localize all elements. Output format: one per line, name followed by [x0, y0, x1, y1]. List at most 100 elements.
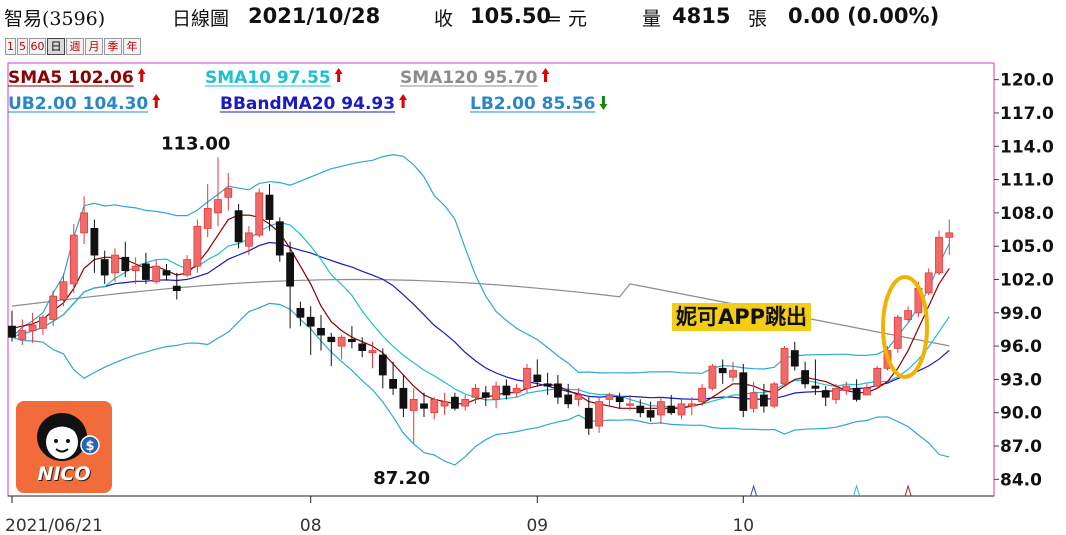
candle-body	[152, 265, 161, 283]
arrow-up-icon	[541, 68, 550, 82]
candle-body	[502, 385, 511, 396]
candle-body	[39, 316, 47, 329]
candle-body	[708, 365, 717, 389]
candle-body	[430, 399, 439, 414]
y-tick-label: 111.0	[1000, 171, 1054, 191]
candle-body	[193, 225, 202, 267]
candle-body	[471, 387, 480, 398]
candle-body	[790, 350, 799, 367]
period-1-button[interactable]: 1	[5, 38, 16, 55]
candle-body	[842, 385, 851, 391]
signal-marker	[853, 484, 861, 497]
period-month-button[interactable]: 月	[85, 38, 103, 55]
y-tick-label: 114.0	[1000, 137, 1054, 157]
quote-date: 2021/10/28	[248, 4, 381, 28]
candle-body	[59, 281, 68, 300]
candle-body	[718, 367, 727, 374]
candle-body	[306, 316, 315, 327]
candle-body	[564, 394, 573, 405]
candle-body	[358, 343, 367, 351]
candle-body	[801, 370, 809, 385]
period-60-button[interactable]: 60	[29, 38, 46, 55]
band-middle-line	[11, 241, 950, 401]
candle-body	[904, 310, 912, 320]
candle-body	[780, 347, 789, 385]
y-tick-label: 108.0	[1000, 204, 1054, 224]
candle-body	[935, 236, 943, 274]
candle-body	[131, 265, 140, 272]
svg-text:$: $	[85, 439, 94, 454]
candle-body	[821, 390, 830, 398]
lower-band-line	[11, 302, 950, 466]
candle-body	[626, 403, 634, 406]
candle-body	[69, 234, 78, 285]
highlight-circle	[881, 275, 929, 379]
y-tick-label: 96.0	[1000, 337, 1042, 357]
candle-body	[337, 336, 346, 347]
candle-body	[811, 385, 820, 389]
candle-body	[646, 410, 655, 418]
candle-body	[90, 228, 99, 256]
candle-body	[18, 330, 27, 340]
logo-wordmark: NICO	[37, 463, 91, 485]
candle-body	[533, 374, 542, 383]
legend-sma5: SMA5 102.06	[8, 68, 134, 88]
x-tick-label: 08	[300, 516, 322, 535]
y-tick-label: 99.0	[1000, 304, 1042, 324]
volume-unit: 張	[748, 8, 768, 30]
candle-body	[863, 387, 871, 396]
legend-lb2.00: LB2.00 85.56	[470, 94, 595, 114]
candle-body	[111, 254, 119, 274]
candle-body	[873, 367, 882, 387]
candle-body	[275, 221, 284, 256]
chart-type: 日線圖	[172, 8, 230, 30]
candle-body	[141, 263, 150, 280]
candle-body	[214, 199, 222, 214]
candle-body	[162, 270, 171, 276]
candle-body	[554, 383, 562, 398]
candle-body	[523, 367, 531, 389]
candle-body	[368, 350, 377, 354]
period-year-button[interactable]: 年	[123, 38, 141, 55]
candle-body	[574, 394, 583, 400]
candle-body	[770, 383, 779, 407]
candle-body	[296, 307, 305, 318]
legend-bbandma20: BBandMA20 94.93	[220, 94, 395, 114]
period-day-button[interactable]: 日	[47, 38, 65, 55]
annotation-label: 妮可APP跳出	[672, 303, 812, 331]
nico-avatar-icon: $	[37, 413, 100, 461]
candle-body	[667, 405, 676, 414]
candle-body	[80, 212, 88, 234]
y-tick-label: 87.0	[1000, 437, 1042, 457]
period-5-button[interactable]: 5	[17, 38, 28, 55]
period-season-button[interactable]: 季	[104, 38, 122, 55]
candle-body	[605, 394, 614, 400]
legend-sma10: SMA10 97.55	[205, 68, 331, 88]
candle-body	[636, 405, 645, 414]
candle-body	[286, 252, 295, 287]
candle-body	[183, 259, 192, 276]
close-price: 105.50	[470, 4, 552, 28]
x-tick-label: 09	[526, 516, 548, 535]
candle-body	[399, 387, 408, 409]
candle-body	[687, 403, 696, 407]
upper-band-line	[11, 153, 950, 374]
candle-body	[729, 370, 737, 378]
candle-body	[595, 401, 603, 427]
candle-body	[615, 396, 624, 403]
arrow-up-icon	[152, 94, 161, 108]
currency-label: = 元	[546, 8, 587, 30]
candle-body	[924, 272, 933, 294]
candle-body	[945, 232, 954, 238]
nico-logo: $ NICO	[16, 401, 112, 493]
price-change: 0.00 (0.00%)	[788, 4, 940, 28]
y-tick-label: 90.0	[1000, 404, 1042, 424]
candle-body	[317, 327, 325, 336]
candle-body	[327, 336, 336, 343]
candle-body	[450, 396, 459, 409]
arrow-up-icon	[137, 68, 146, 82]
candle-body	[8, 325, 16, 338]
candle-body	[409, 399, 418, 411]
period-week-button[interactable]: 週	[66, 38, 84, 55]
